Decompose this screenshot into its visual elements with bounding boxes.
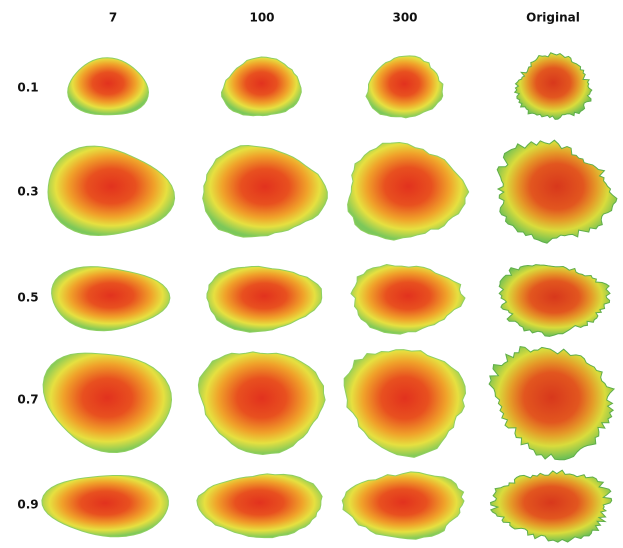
surface-render [489, 347, 614, 460]
surface-render [222, 57, 302, 116]
column-header: 7 [109, 11, 117, 25]
surface-render [344, 350, 465, 458]
column-header: 300 [392, 11, 417, 25]
surface-render [497, 140, 617, 243]
row-label: 0.9 [17, 498, 38, 512]
row-label: 0.1 [17, 81, 38, 95]
surface-render [515, 53, 592, 120]
surface-render [48, 146, 175, 235]
surface-render [348, 143, 469, 241]
row-label: 0.7 [17, 393, 38, 407]
column-header: 100 [249, 11, 274, 25]
surface-render [499, 265, 610, 337]
row-label: 0.3 [17, 185, 38, 199]
surface-render [366, 56, 443, 118]
surface-render [342, 472, 464, 539]
surface-render [43, 353, 171, 452]
cell-grid [42, 53, 617, 542]
surface-render [203, 146, 328, 238]
surface-render [42, 476, 168, 537]
column-header: Original [526, 11, 580, 25]
surface-render [351, 265, 465, 335]
row-label: 0.5 [17, 291, 38, 305]
surface-render [207, 266, 322, 332]
surface-render [491, 470, 612, 542]
surface-render [198, 352, 325, 455]
figure: 7 100 300 Original 0.1 0.3 0.5 0.7 0.9 [0, 0, 623, 548]
surface-render [197, 474, 322, 538]
surface-render [68, 58, 149, 115]
surface-render [52, 267, 170, 331]
